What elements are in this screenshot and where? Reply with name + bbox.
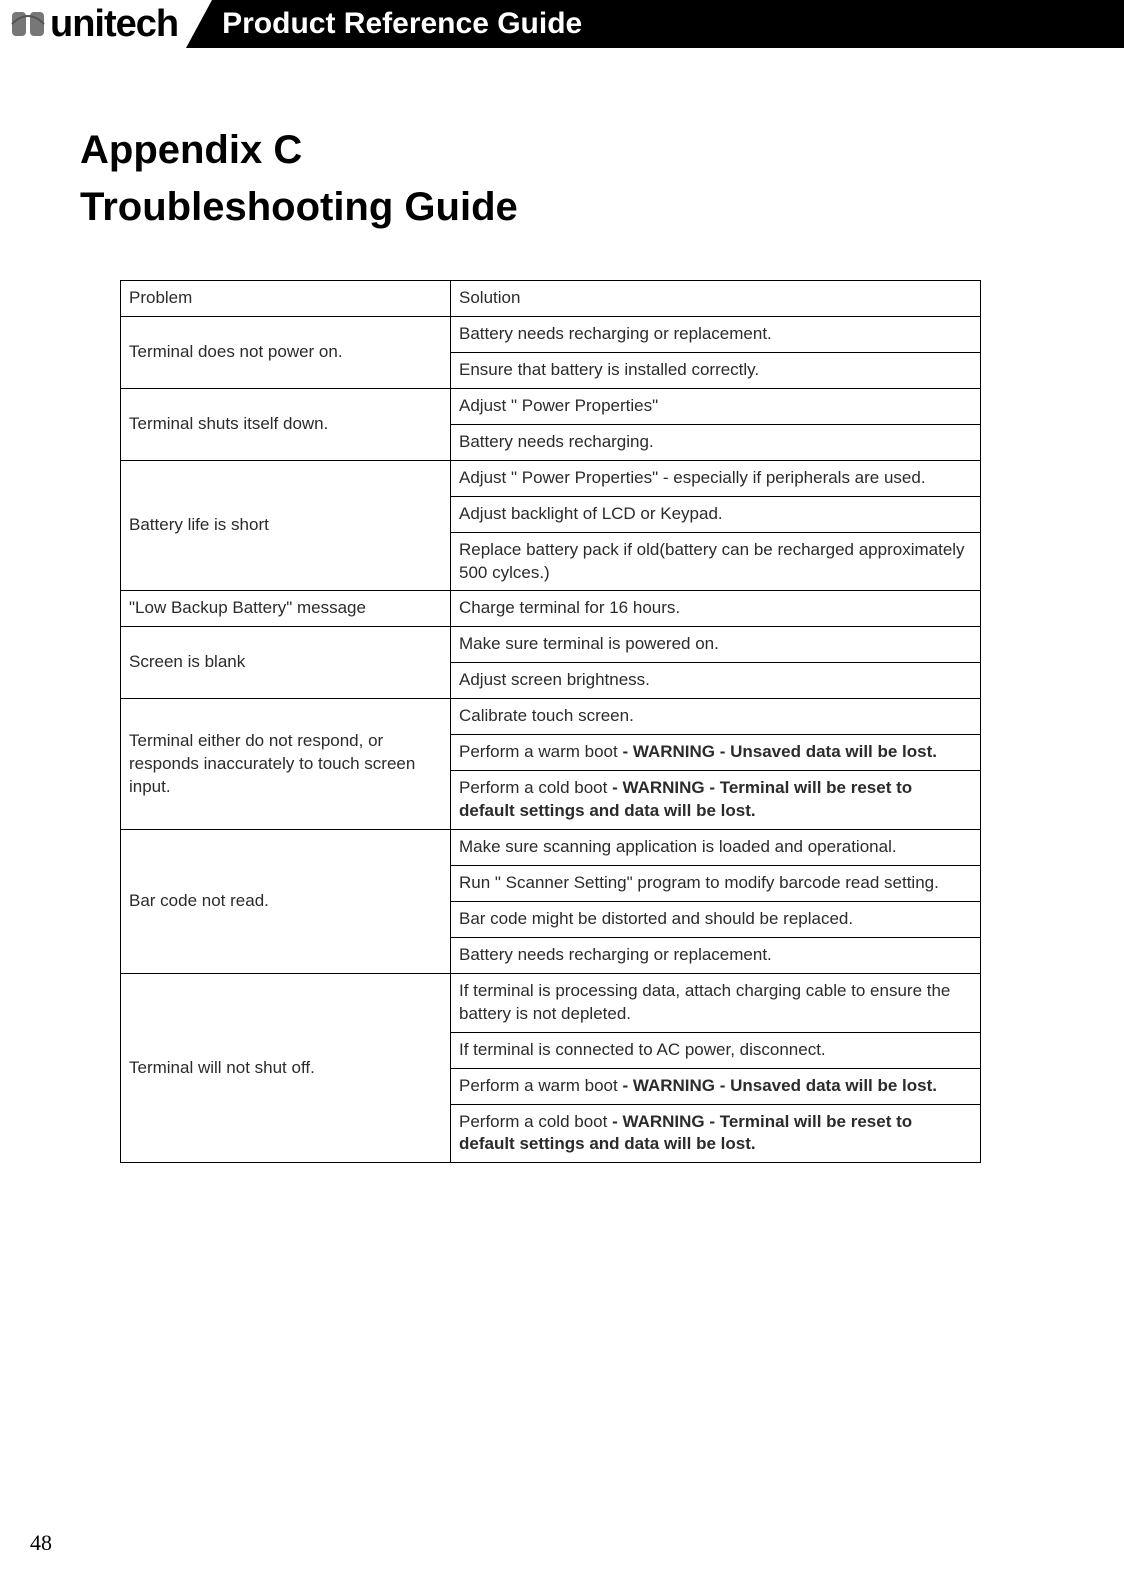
solution-cell: Replace battery pack if old(battery can … [451, 532, 981, 591]
problem-cell: Terminal will not shut off. [121, 973, 451, 1163]
table-row: Terminal either do not respond, or respo… [121, 699, 981, 735]
solution-text: Perform a warm boot [459, 1076, 622, 1095]
solution-warning: - WARNING - Unsaved data will be lost. [622, 1076, 937, 1095]
solution-cell: If terminal is processing data, attach c… [451, 973, 981, 1032]
header-bar: unitech Product Reference Guide [0, 0, 1124, 48]
solution-cell: Ensure that battery is installed correct… [451, 352, 981, 388]
logo-section: unitech [0, 0, 186, 48]
header-divider [186, 0, 212, 48]
solution-text: Perform a cold boot [459, 1112, 612, 1131]
page-number: 48 [30, 1530, 52, 1556]
solution-cell: Adjust backlight of LCD or Keypad. [451, 496, 981, 532]
section-heading: Troubleshooting Guide [80, 185, 1054, 230]
problem-cell: Terminal shuts itself down. [121, 388, 451, 460]
troubleshooting-table: ProblemSolutionTerminal does not power o… [120, 280, 981, 1163]
problem-cell: Terminal does not power on. [121, 316, 451, 388]
table-header-solution: Solution [451, 281, 981, 317]
solution-cell: Battery needs recharging. [451, 424, 981, 460]
solution-cell: If terminal is connected to AC power, di… [451, 1032, 981, 1068]
brand-name: unitech [50, 3, 178, 46]
solution-cell: Bar code might be distorted and should b… [451, 901, 981, 937]
solution-cell: Adjust screen brightness. [451, 663, 981, 699]
solution-cell: Perform a warm boot - WARNING - Unsaved … [451, 735, 981, 771]
table-row: Battery life is shortAdjust " Power Prop… [121, 460, 981, 496]
table-row: Bar code not read.Make sure scanning app… [121, 830, 981, 866]
solution-cell: Calibrate touch screen. [451, 699, 981, 735]
table-row: Terminal will not shut off.If terminal i… [121, 973, 981, 1032]
problem-cell: Screen is blank [121, 627, 451, 699]
appendix-heading: Appendix C [80, 128, 1054, 173]
solution-cell: Perform a cold boot - WARNING - Terminal… [451, 1104, 981, 1163]
solution-cell: Make sure scanning application is loaded… [451, 830, 981, 866]
table-row: "Low Backup Battery" messageCharge termi… [121, 591, 981, 627]
problem-cell: Bar code not read. [121, 830, 451, 974]
solution-cell: Adjust " Power Properties" [451, 388, 981, 424]
solution-cell: Make sure terminal is powered on. [451, 627, 981, 663]
solution-cell: Battery needs recharging or replacement. [451, 937, 981, 973]
page-content: Appendix C Troubleshooting Guide Problem… [0, 48, 1124, 1203]
solution-cell: Battery needs recharging or replacement. [451, 316, 981, 352]
table-row: Terminal does not power on.Battery needs… [121, 316, 981, 352]
problem-cell: Terminal either do not respond, or respo… [121, 699, 451, 830]
solution-text: Perform a warm boot [459, 742, 622, 761]
solution-cell: Perform a cold boot - WARNING - Terminal… [451, 771, 981, 830]
table-row: Terminal shuts itself down.Adjust " Powe… [121, 388, 981, 424]
header-title: Product Reference Guide [186, 0, 1124, 48]
solution-cell: Perform a warm boot - WARNING - Unsaved … [451, 1068, 981, 1104]
solution-cell: Adjust " Power Properties" - especially … [451, 460, 981, 496]
problem-cell: "Low Backup Battery" message [121, 591, 451, 627]
solution-text: Perform a cold boot [459, 778, 612, 797]
brand-logo-icon [10, 6, 46, 42]
solution-warning: - WARNING - Unsaved data will be lost. [622, 742, 937, 761]
solution-cell: Run " Scanner Setting" program to modify… [451, 865, 981, 901]
table-header-problem: Problem [121, 281, 451, 317]
table-row: Screen is blankMake sure terminal is pow… [121, 627, 981, 663]
solution-cell: Charge terminal for 16 hours. [451, 591, 981, 627]
problem-cell: Battery life is short [121, 460, 451, 591]
